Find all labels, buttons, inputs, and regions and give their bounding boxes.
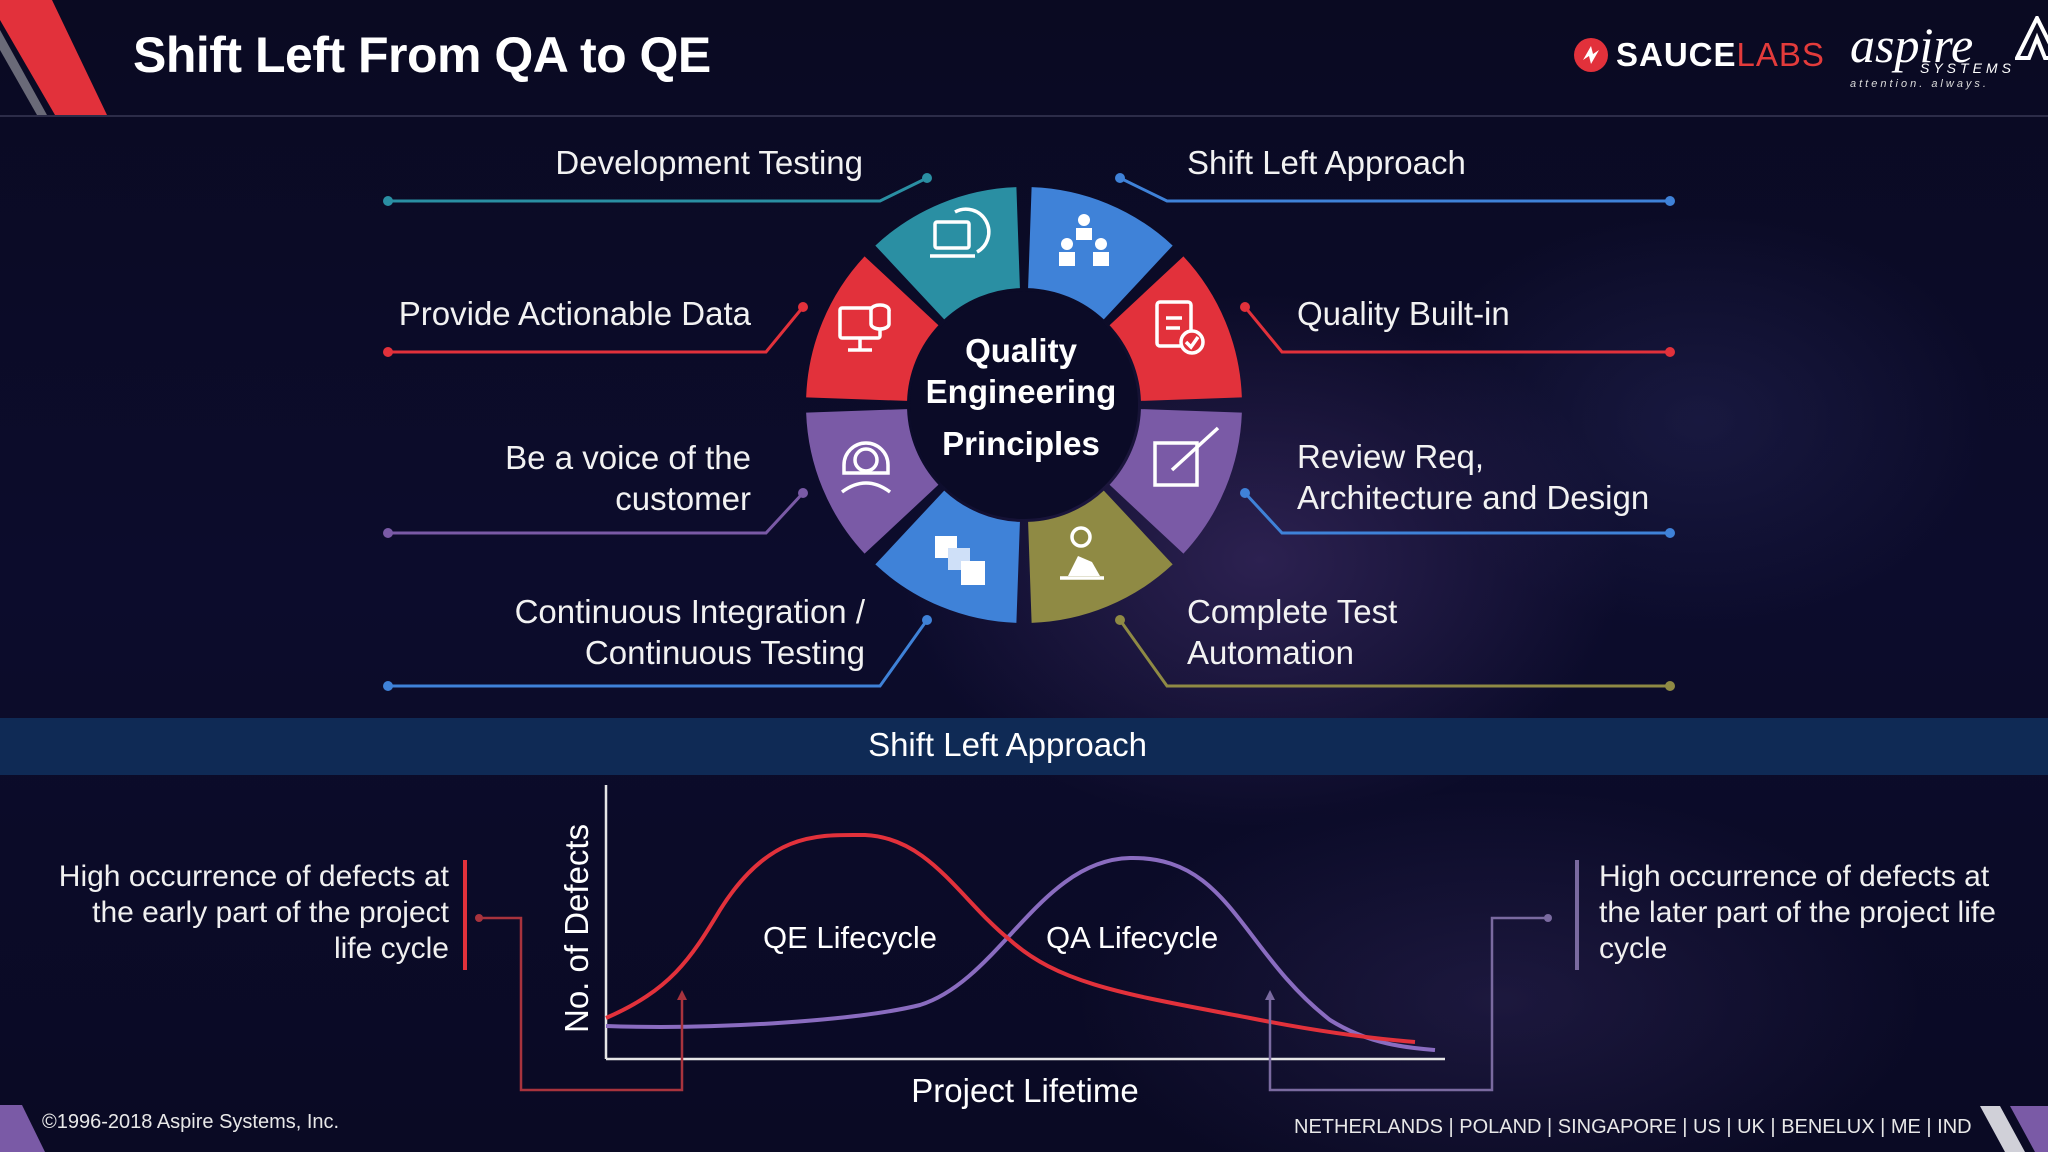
aspire-wordmark: aspire [1850,17,1974,73]
label-quality-built-in: Quality Built-in [1297,295,1510,332]
connector-dot [383,681,393,691]
wheel-center [910,291,1138,519]
label-actionable-data: Provide Actionable Data [398,295,751,332]
segment-voice-customer [806,409,939,554]
center-line-3: Principles [942,425,1100,462]
right-note-line-1: High occurrence of defects at [1599,860,1990,893]
label-ci-ct-1: Continuous Integration / [514,593,865,630]
copyright: ©1996-2018 Aspire Systems, Inc. [42,1111,340,1133]
aspire-sub: SYSTEMS [1920,60,2015,76]
connector-ci-ct [388,619,929,688]
connector-complete-automation [1118,619,1670,688]
label-shift-left-approach: Shift Left Approach [1187,144,1466,181]
saucelabs-logo-icon [1574,38,1608,72]
connector-dot [1665,347,1675,357]
label-complete-automation-1: Complete Test [1187,593,1398,630]
label-voice-customer-2: customer [615,480,751,517]
connector-dot [798,302,808,312]
connector-voice-customer [388,491,805,535]
corner-stripe-bottom-left [0,1105,45,1152]
corner-stripe-bottom-right-2 [2010,1106,2048,1152]
qe-lifecycle-label: QE Lifecycle [763,920,938,955]
connector-dot [383,528,393,538]
right-note-line-3: cycle [1599,932,1668,965]
connector-dot [1115,615,1125,625]
monitor-database-icon [838,303,891,352]
clipboard-check-icon [1155,300,1205,355]
copy-squares-icon [935,536,985,585]
x-axis-label: Project Lifetime [911,1072,1139,1109]
connector-dot [1665,528,1675,538]
corner-stripe-grey [0,30,47,115]
connector-dot [1240,302,1250,312]
left-note-connector [479,916,684,1092]
label-complete-automation-2: Automation [1187,634,1354,671]
connector-dot [1240,488,1250,498]
left-note-line-1: High occurrence of defects at [58,860,449,893]
connector-dot [383,347,393,357]
saucelabs-logo: SAUCELABS [1572,36,1825,74]
connector-review-req [1243,491,1670,535]
connector-actionable-data [388,306,805,354]
qe-lifecycle-curve [605,832,1416,1044]
right-note-connector [1268,916,1548,1092]
connector-dot [922,173,932,183]
label-review-req-2: Architecture and Design [1297,479,1650,516]
section-title: Shift Left Approach [868,726,1147,763]
defects-chart: No. of Defects [463,785,1579,1092]
connector-dot [1665,681,1675,691]
connector-dot [798,488,808,498]
connector-shift-left [1119,176,1670,203]
label-voice-customer-1: Be a voice of the [505,439,751,476]
center-line-2: Engineering [925,373,1117,410]
connector-dot [922,615,932,625]
saucelabs-word-1: SAUCE [1616,36,1737,73]
aspire-logo: aspire SYSTEMS attention. always. [1850,16,2048,90]
connector-dot [1115,173,1125,183]
computer-screen-icon [930,207,991,258]
label-development-testing: Development Testing [555,144,863,181]
saucelabs-word-2: LABS [1736,36,1825,73]
center-line-1: Quality [965,332,1077,369]
segment-complete-automation [1028,490,1173,623]
team-meeting-icon [1059,214,1109,266]
label-review-req-1: Review Req, [1297,438,1485,475]
corner-stripe-bottom-right [1980,1106,2025,1152]
page-title: Shift Left From QA to QE [133,27,711,83]
y-axis-label: No. of Defects [558,824,595,1033]
label-ci-ct-2: Continuous Testing [584,634,865,671]
corner-stripe-red [0,0,107,115]
qa-lifecycle-curve [605,855,1436,1052]
connector-arrow [1265,990,1275,1000]
left-note-line-2: the early part of the project [92,896,449,929]
pencil-edit-icon [1153,426,1220,487]
section-band [0,718,2048,775]
aspire-tagline: attention. always. [1850,78,1989,90]
idea-robot-icon [1060,526,1104,580]
aspire-mountain-icon [2015,16,2048,60]
connector-arrow [677,990,687,1000]
segment-review-req [1109,409,1242,554]
support-agent-icon [840,441,892,494]
connector-dot [1665,196,1675,206]
office-locations: NETHERLANDS | POLAND | SINGAPORE | US | … [1294,1116,1972,1138]
connector-development-testing [388,176,928,203]
left-note-line-3: life cycle [333,932,449,965]
qa-lifecycle-label: QA Lifecycle [1046,920,1219,955]
connector-dot [1544,914,1552,922]
connector-dot [383,196,393,206]
right-note-line-2: the later part of the project life [1599,896,1996,929]
connector-dot [475,914,483,922]
connector-quality-built-in [1243,306,1670,354]
